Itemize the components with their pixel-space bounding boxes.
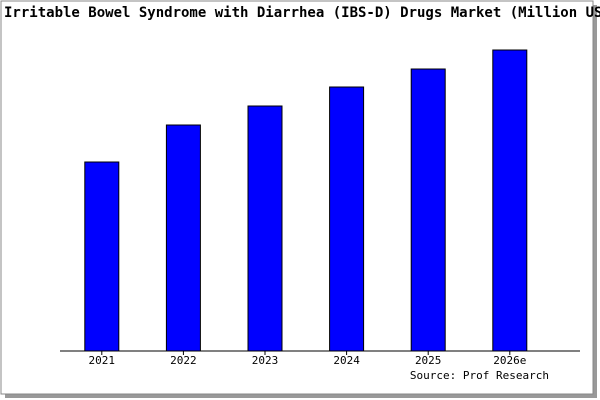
x-tick-label: 2025 <box>415 354 442 367</box>
bar <box>84 161 120 352</box>
x-tick-label: 2024 <box>333 354 360 367</box>
chart-title: Irritable Bowel Syndrome with Diarrhea (… <box>4 5 600 21</box>
x-tick-label: 2023 <box>252 354 279 367</box>
x-tick-label: 2022 <box>170 354 197 367</box>
bar <box>165 124 201 352</box>
x-tick-label: 2021 <box>89 354 116 367</box>
bar <box>492 49 528 352</box>
bar <box>329 86 365 352</box>
source-note: Source: Prof Research <box>410 369 549 382</box>
x-tick-label: 2026e <box>493 354 526 367</box>
bar <box>410 68 446 352</box>
bar <box>247 105 283 352</box>
